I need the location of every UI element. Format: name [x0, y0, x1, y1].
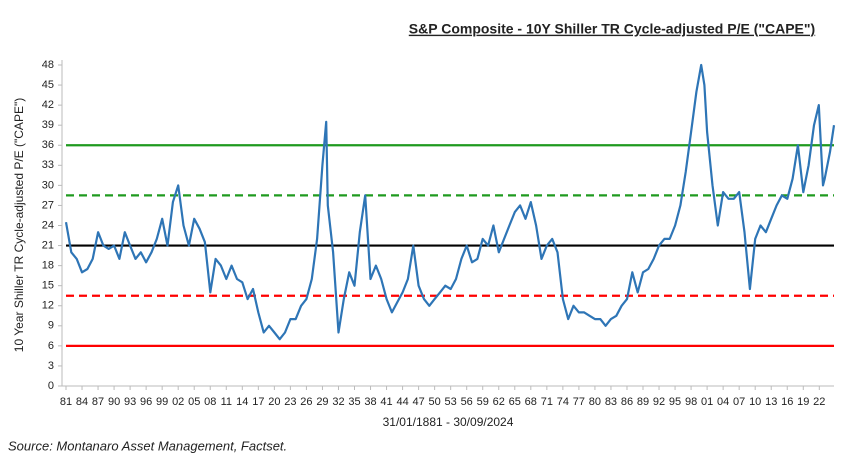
- x-tick-label: 35: [348, 396, 360, 408]
- y-tick-label: 0: [48, 380, 54, 392]
- y-tick-label: 33: [42, 159, 54, 171]
- x-tick-label: 05: [188, 396, 200, 408]
- x-tick-label: 74: [557, 396, 569, 408]
- x-tick-label: 86: [621, 396, 633, 408]
- x-axis-label: 31/01/1881 - 30/09/2024: [383, 415, 514, 429]
- x-tick-label: 62: [493, 396, 505, 408]
- x-tick-label: 53: [445, 396, 457, 408]
- x-tick-label: 92: [653, 396, 665, 408]
- x-tick-label: 71: [541, 396, 553, 408]
- cape-line: [64, 63, 836, 341]
- x-tick-label: 07: [733, 396, 745, 408]
- x-tick-label: 29: [316, 396, 328, 408]
- x-tick-label: 89: [637, 396, 649, 408]
- x-tick-label: 98: [685, 396, 697, 408]
- y-tick-label: 27: [42, 199, 54, 211]
- x-tick-label: 77: [573, 396, 585, 408]
- x-tick-label: 14: [236, 396, 248, 408]
- x-tick-label: 50: [429, 396, 441, 408]
- source-note: Source: Montanaro Asset Management, Fact…: [8, 438, 287, 453]
- x-tick-label: 56: [461, 396, 473, 408]
- x-tick-label: 68: [525, 396, 537, 408]
- x-tick-label: 59: [477, 396, 489, 408]
- y-tick-label: 45: [42, 79, 54, 91]
- x-tick-label: 16: [781, 396, 793, 408]
- x-tick-label: 95: [669, 396, 681, 408]
- y-tick-label: 48: [42, 59, 54, 71]
- y-tick-label: 39: [42, 119, 54, 131]
- x-tick-label: 47: [412, 396, 424, 408]
- x-tick-label: 13: [765, 396, 777, 408]
- x-tick-label: 44: [396, 396, 408, 408]
- x-tick-label: 83: [605, 396, 617, 408]
- x-tick-label: 17: [252, 396, 264, 408]
- x-tick-label: 96: [140, 396, 152, 408]
- x-tick-label: 23: [284, 396, 296, 408]
- x-tick-label: 02: [172, 396, 184, 408]
- y-tick-label: 42: [42, 99, 54, 111]
- y-axis-label: 10 Year Shiller TR Cycle-adjusted P/E ("…: [12, 98, 26, 352]
- x-tick-label: 81: [60, 396, 72, 408]
- x-tick-label: 80: [589, 396, 601, 408]
- x-tick-label: 65: [509, 396, 521, 408]
- y-tick-label: 36: [42, 139, 54, 151]
- y-tick-label: 24: [42, 219, 54, 231]
- x-tick-label: 19: [797, 396, 809, 408]
- y-tick-label: 21: [42, 239, 54, 251]
- x-tick-label: 08: [204, 396, 216, 408]
- y-tick-label: 18: [42, 260, 54, 272]
- x-tick-label: 84: [76, 396, 88, 408]
- x-tick-label: 04: [717, 396, 729, 408]
- x-tick-label: 26: [300, 396, 312, 408]
- chart-title: S&P Composite - 10Y Shiller TR Cycle-adj…: [409, 21, 815, 37]
- y-tick-label: 3: [48, 360, 54, 372]
- x-tick-label: 20: [268, 396, 280, 408]
- x-tick-label: 11: [221, 396, 232, 408]
- x-tick-label: 90: [108, 396, 120, 408]
- x-tick-label: 01: [701, 396, 713, 408]
- y-tick-label: 12: [42, 300, 54, 312]
- x-tick-label: 32: [332, 396, 344, 408]
- x-tick-label: 22: [813, 396, 825, 408]
- x-tick-label: 93: [124, 396, 136, 408]
- x-tick-label: 10: [749, 396, 761, 408]
- x-tick-label: 41: [380, 396, 392, 408]
- y-tick-label: 30: [42, 179, 54, 191]
- y-tick-label: 9: [48, 320, 54, 332]
- x-tick-label: 99: [156, 396, 168, 408]
- y-tick-label: 6: [48, 340, 54, 352]
- y-tick-label: 15: [42, 280, 54, 292]
- x-tick-label: 38: [364, 396, 376, 408]
- x-tick-label: 87: [92, 396, 104, 408]
